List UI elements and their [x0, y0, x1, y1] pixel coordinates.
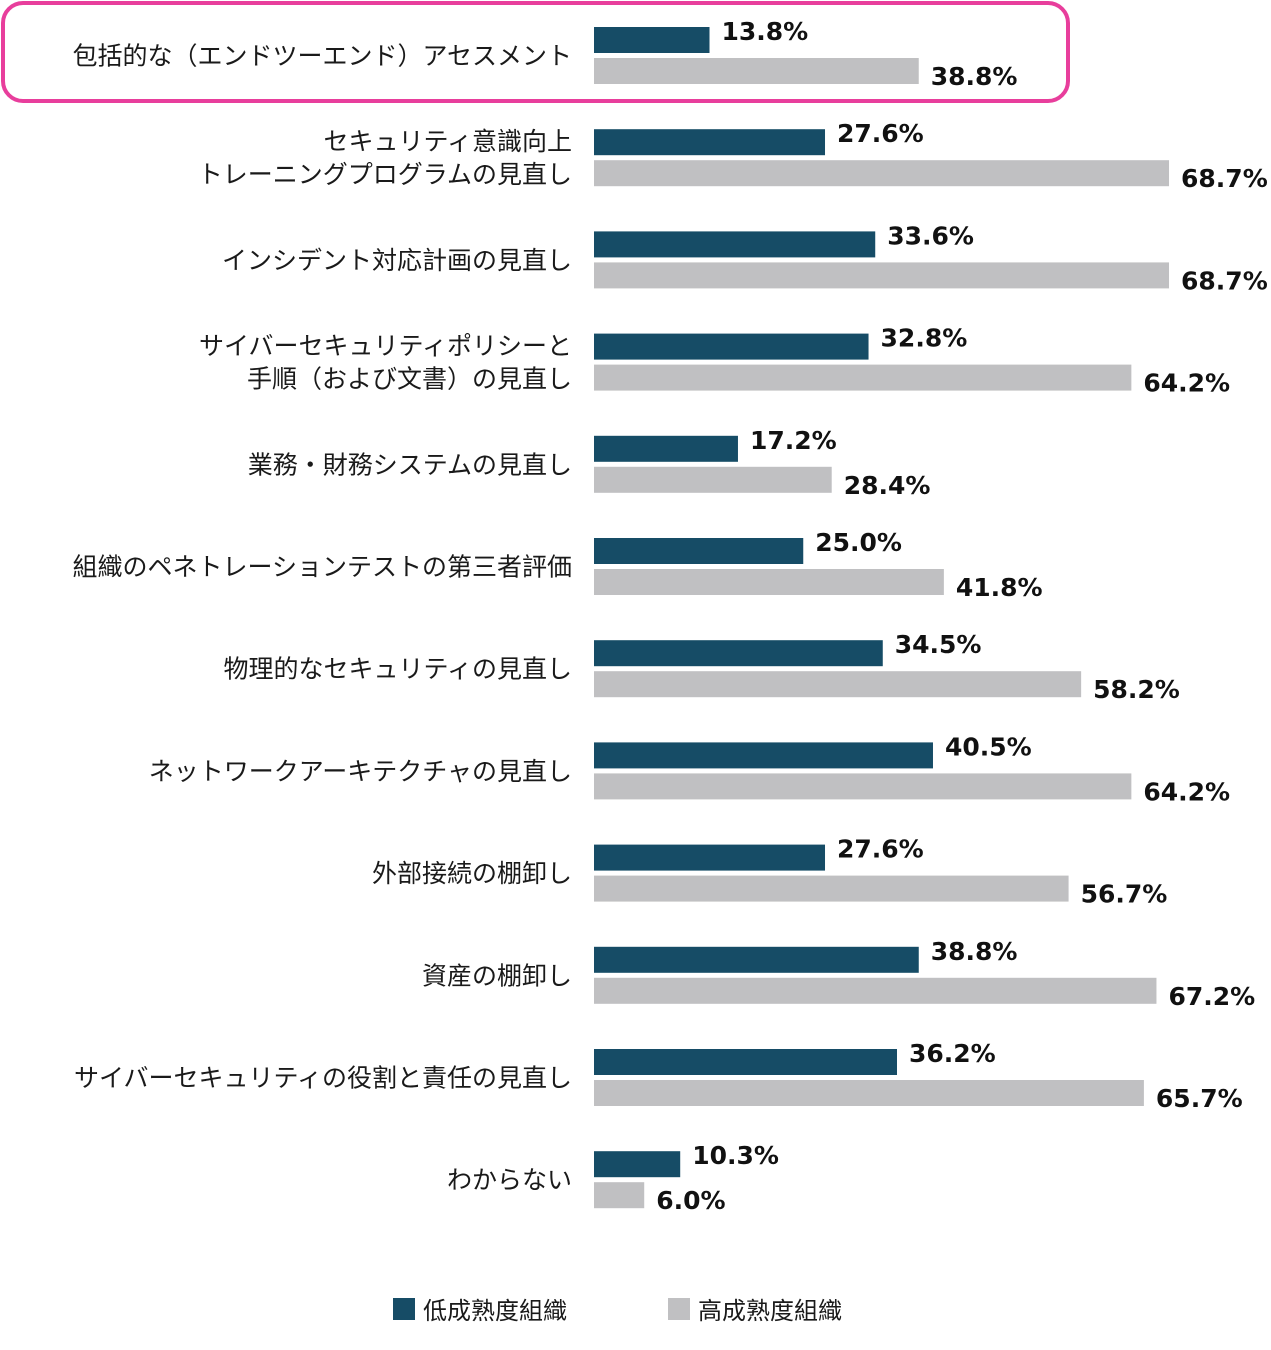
category-label-11-line-0: わからない	[447, 1166, 572, 1195]
value-label-high-5: 41.8%	[956, 573, 1043, 602]
legend: 低成熟度組織 高成熟度組織	[393, 1297, 842, 1325]
value-label-low-1: 27.6%	[837, 119, 924, 148]
bar-high-11	[594, 1182, 645, 1209]
bar-high-2	[594, 262, 1170, 289]
value-label-high-7: 64.2%	[1143, 777, 1230, 806]
category-label-3-line-0: サイバーセキュリティポリシーと	[199, 332, 572, 361]
category-label-3-line-1: 手順（および文書）の見直し	[247, 365, 572, 394]
bar-low-10	[594, 1049, 897, 1075]
value-label-low-8: 27.6%	[837, 835, 924, 864]
category-label-1-line-0: セキュリティ意識向上	[323, 127, 572, 156]
category-label-2-line-0: インシデント対応計画の見直し	[222, 246, 572, 275]
value-label-high-8: 56.7%	[1081, 880, 1168, 909]
bar-high-0	[594, 58, 919, 84]
bar-low-11	[594, 1151, 681, 1178]
category-labels-group: 包括的な（エンドツーエンド）アセスメントセキュリティ意識向上トレーニングプログラ…	[72, 42, 572, 1195]
bar-low-7	[594, 742, 933, 769]
legend-high-swatch	[668, 1298, 690, 1320]
value-label-low-5: 25.0%	[815, 528, 902, 557]
bar-high-9	[594, 977, 1157, 1004]
category-label-1-line-1: トレーニングプログラムの見直し	[198, 160, 572, 189]
category-label-0-line-0: 包括的な（エンドツーエンド）アセスメント	[72, 42, 572, 71]
value-label-high-0: 38.8%	[931, 62, 1018, 91]
bar-low-4	[594, 435, 738, 462]
category-label-7-line-0: ネットワークアーキテクチャの見直し	[149, 757, 572, 786]
value-label-high-4: 28.4%	[844, 471, 931, 500]
bar-high-3	[594, 364, 1132, 391]
category-label-4-line-0: 業務・財務システムの見直し	[248, 450, 572, 479]
bar-low-5	[594, 538, 804, 564]
value-label-high-11: 6.0%	[656, 1186, 725, 1215]
highlight-box	[1, 1, 1070, 103]
legend-low-label: 低成熟度組織	[423, 1297, 567, 1325]
legend-high-label: 高成熟度組織	[698, 1297, 842, 1325]
bar-low-1	[594, 129, 826, 156]
category-label-6-line-0: 物理的なセキュリティの見直し	[223, 655, 572, 684]
value-label-high-9: 67.2%	[1168, 982, 1255, 1011]
value-label-low-9: 38.8%	[931, 937, 1018, 966]
category-label-5-line-0: 組織のペネトレーションテストの第三者評価	[72, 553, 572, 582]
value-label-low-6: 34.5%	[895, 630, 982, 659]
category-label-10-line-0: サイバーセキュリティの役割と責任の見直し	[74, 1064, 572, 1093]
bar-high-1	[594, 160, 1170, 187]
bar-high-7	[594, 773, 1132, 800]
bar-low-9	[594, 946, 919, 973]
value-label-low-2: 33.6%	[887, 221, 974, 250]
bar-low-8	[594, 844, 826, 871]
value-label-high-6: 58.2%	[1093, 675, 1180, 704]
value-label-high-3: 64.2%	[1143, 369, 1230, 398]
bar-high-4	[594, 466, 832, 493]
bar-high-8	[594, 875, 1069, 902]
bar-low-6	[594, 640, 883, 667]
value-label-high-1: 68.7%	[1181, 164, 1268, 193]
value-label-low-0: 13.8%	[722, 17, 809, 46]
value-label-low-4: 17.2%	[750, 426, 837, 455]
category-label-9-line-0: 資産の棚卸し	[422, 961, 572, 990]
value-label-low-7: 40.5%	[945, 732, 1032, 761]
bar-low-2	[594, 231, 876, 258]
bar-high-5	[594, 569, 944, 595]
bar-low-3	[594, 333, 869, 360]
value-label-low-3: 32.8%	[881, 324, 968, 353]
value-label-high-10: 65.7%	[1156, 1084, 1243, 1113]
value-label-high-2: 68.7%	[1181, 266, 1268, 295]
bar-high-10	[594, 1080, 1144, 1106]
value-label-low-10: 36.2%	[909, 1039, 996, 1068]
bar-low-0	[594, 27, 710, 53]
legend-low-swatch	[393, 1298, 415, 1320]
category-label-8-line-0: 外部接続の棚卸し	[372, 859, 572, 888]
value-label-low-11: 10.3%	[692, 1141, 779, 1170]
bars-group: 13.8%38.8%27.6%68.7%33.6%68.7%32.8%64.2%…	[594, 17, 1268, 1215]
bar-high-6	[594, 671, 1082, 698]
